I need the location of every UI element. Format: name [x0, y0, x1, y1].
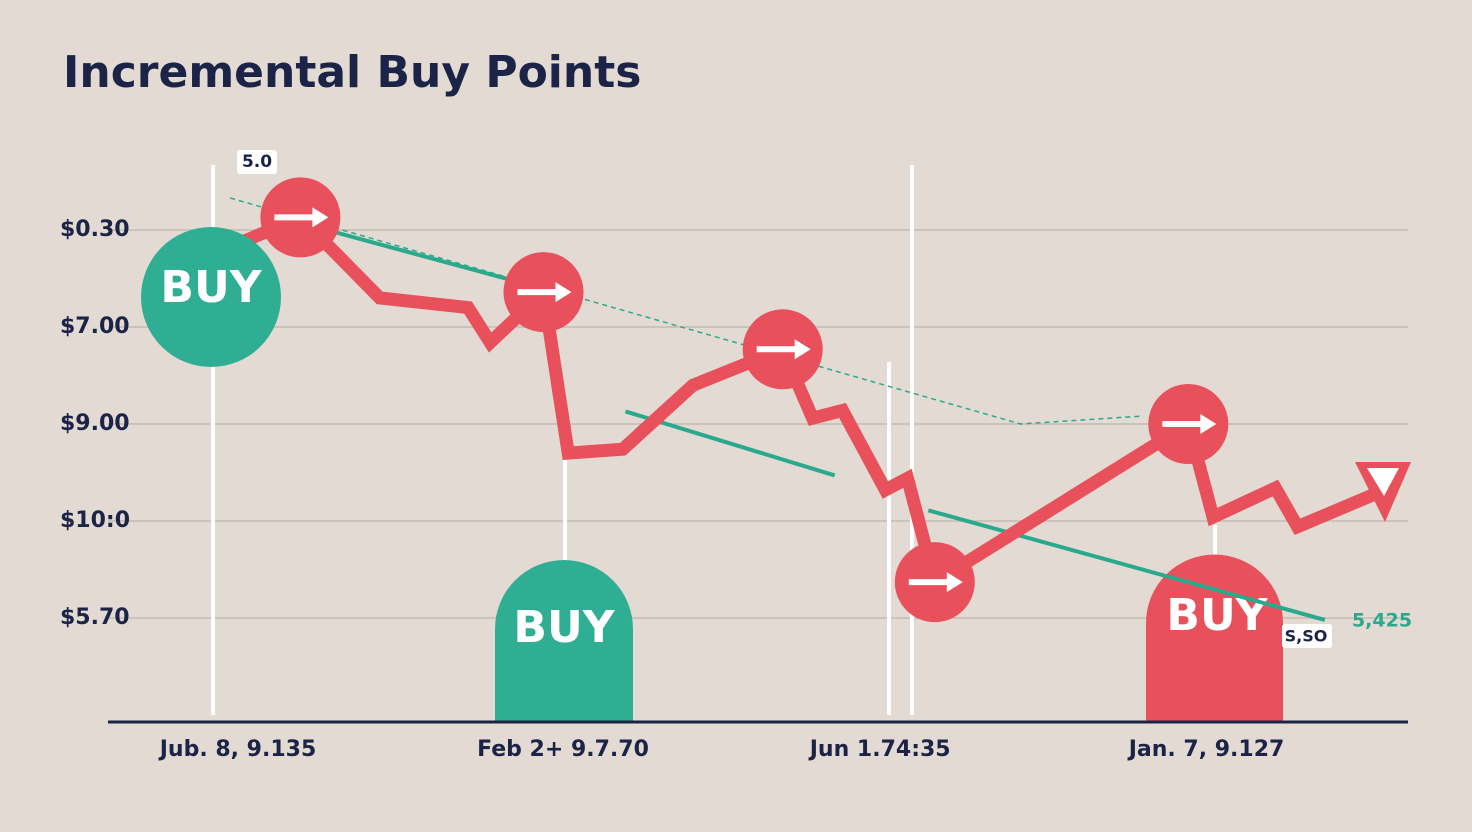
arrow-icon [312, 207, 329, 228]
arrow-icon [555, 282, 572, 303]
arrow-icon [946, 572, 963, 593]
arrow-icon [1200, 414, 1217, 434]
callout-box [237, 150, 277, 174]
buy-badge [495, 560, 633, 722]
callout-box [1282, 624, 1332, 648]
y-tick-label: $9.00 [60, 411, 130, 436]
buy-badges-back: BUY BUY [495, 554, 1283, 722]
buy-badge [141, 227, 281, 367]
callout: 5,425 [1352, 610, 1412, 632]
callout: 5.0 [242, 152, 272, 172]
callouts: 5.0 5,425 S,SO [237, 150, 1412, 648]
arrow-icon [794, 339, 811, 360]
buy-badge [1146, 554, 1283, 722]
buy-label: BUY [513, 602, 615, 653]
chart-title: Incremental Buy Points [63, 47, 641, 98]
y-tick-label: $0.30 [60, 217, 130, 242]
buy-badge-front: BUY [141, 227, 1411, 522]
y-tick-label: $5.70 [60, 605, 130, 630]
axis-labels: $0.30 $7.00 $9.00 $10:0 $5.70 Jub. 8, 9.135 Fe… [60, 217, 1284, 762]
buy-label: BUY [1166, 590, 1268, 641]
x-tick-label: Jub. 8, 9.135 [158, 737, 317, 762]
y-tick-label: $10:0 [60, 508, 130, 533]
y-tick-label: $7.00 [60, 314, 130, 339]
x-tick-label: Jun 1.74:35 [808, 737, 951, 762]
x-tick-label: Feb 2+ 9.7.70 [477, 737, 649, 762]
end-marker-inner [1367, 468, 1399, 496]
callout: S,SO [1285, 627, 1328, 646]
buy-label: BUY [160, 262, 262, 313]
data-line [229, 197, 1141, 425]
x-tick-label: Jan. 7, 9.127 [1127, 737, 1285, 762]
markers [260, 177, 1229, 623]
